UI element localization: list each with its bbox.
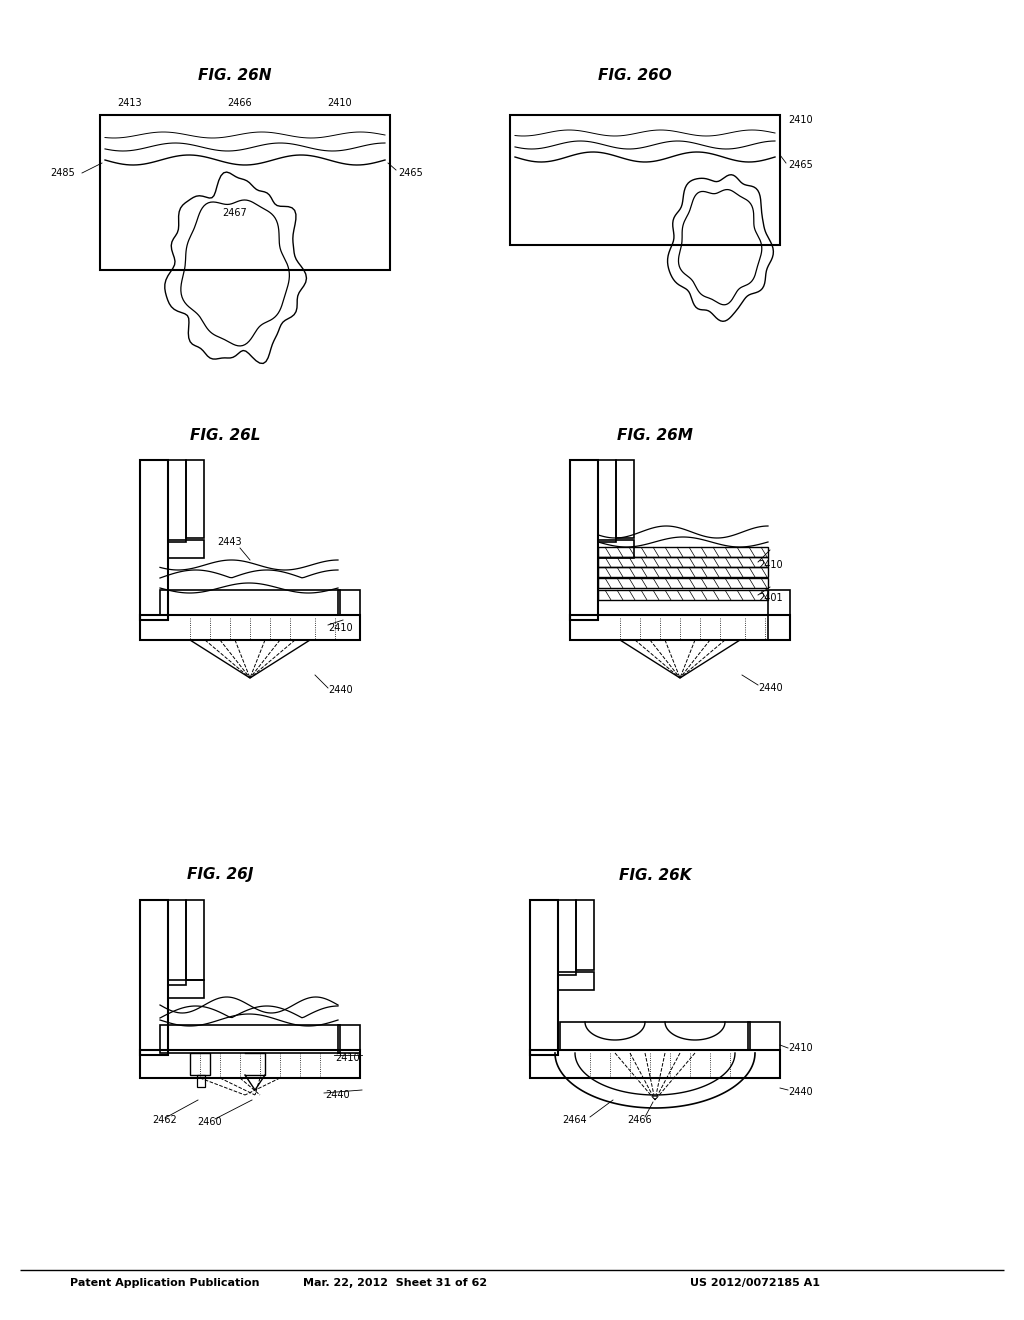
Bar — [168, 979, 204, 998]
Bar — [598, 557, 768, 568]
Bar — [140, 1049, 360, 1078]
Bar — [186, 900, 204, 979]
Bar — [140, 459, 168, 620]
Bar — [338, 1026, 360, 1053]
Bar — [748, 1022, 780, 1049]
Text: 2466: 2466 — [628, 1115, 652, 1125]
Bar — [558, 900, 575, 975]
Text: 2440: 2440 — [328, 685, 352, 696]
Text: 2462: 2462 — [153, 1115, 177, 1125]
Text: 2410: 2410 — [328, 98, 352, 108]
Bar — [575, 900, 594, 970]
Text: 2465: 2465 — [788, 160, 813, 170]
Bar — [186, 459, 204, 539]
Bar — [190, 1053, 210, 1074]
Text: FIG. 26K: FIG. 26K — [618, 867, 691, 883]
Text: 2485: 2485 — [50, 168, 75, 178]
Bar — [197, 1074, 205, 1086]
Text: 2410: 2410 — [328, 623, 352, 634]
Bar — [598, 546, 768, 557]
Text: 2460: 2460 — [198, 1117, 222, 1127]
Bar — [598, 568, 768, 577]
Text: 2410: 2410 — [335, 1053, 359, 1063]
Bar — [560, 1022, 750, 1049]
Text: 2401: 2401 — [758, 593, 782, 603]
Text: FIG. 26O: FIG. 26O — [598, 67, 672, 82]
Text: 2410: 2410 — [758, 560, 782, 570]
Text: FIG. 26L: FIG. 26L — [189, 428, 260, 442]
Text: 2410: 2410 — [788, 115, 813, 125]
Text: 2413: 2413 — [118, 98, 142, 108]
Bar — [140, 900, 168, 1055]
Bar — [598, 590, 768, 601]
Bar — [168, 540, 204, 558]
Bar — [510, 115, 780, 246]
Bar — [570, 459, 598, 620]
Text: Mar. 22, 2012  Sheet 31 of 62: Mar. 22, 2012 Sheet 31 of 62 — [303, 1278, 487, 1288]
Bar — [616, 459, 634, 539]
Bar — [598, 459, 616, 543]
Text: 2440: 2440 — [788, 1086, 813, 1097]
Text: Patent Application Publication: Patent Application Publication — [70, 1278, 259, 1288]
Bar — [530, 900, 558, 1055]
Bar — [160, 1026, 340, 1053]
Text: FIG. 26N: FIG. 26N — [199, 67, 271, 82]
Bar — [168, 900, 186, 985]
Text: 2466: 2466 — [227, 98, 252, 108]
Text: 2464: 2464 — [562, 1115, 588, 1125]
Text: 2467: 2467 — [222, 209, 248, 218]
Bar — [530, 1049, 780, 1078]
Bar — [570, 615, 790, 640]
Bar — [598, 578, 768, 587]
Text: 2410: 2410 — [788, 1043, 813, 1053]
Text: FIG. 26J: FIG. 26J — [186, 867, 253, 883]
Text: 2440: 2440 — [758, 682, 782, 693]
Bar — [338, 590, 360, 615]
Bar — [140, 615, 360, 640]
Text: US 2012/0072185 A1: US 2012/0072185 A1 — [690, 1278, 820, 1288]
Bar — [598, 540, 634, 558]
Bar — [160, 590, 340, 615]
Text: 2443: 2443 — [218, 537, 243, 546]
Text: 2440: 2440 — [325, 1090, 349, 1100]
Bar — [558, 972, 594, 990]
Text: 2465: 2465 — [398, 168, 423, 178]
Bar — [168, 459, 186, 543]
Text: FIG. 26M: FIG. 26M — [617, 428, 693, 442]
Bar — [768, 590, 790, 640]
Bar — [100, 115, 390, 271]
